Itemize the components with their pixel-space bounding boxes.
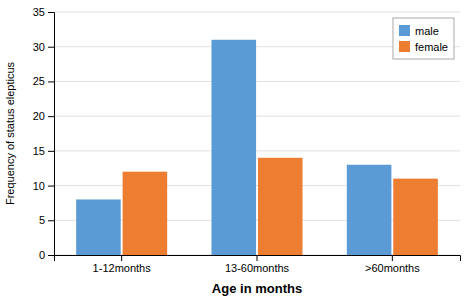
bars: [76, 40, 438, 255]
bar-series: [123, 158, 438, 255]
y-axis-title: Frequency of status elepticus: [4, 61, 16, 205]
y-tick: 0: [39, 249, 54, 261]
y-tick-mark: [48, 81, 54, 82]
y-tick-label: 30: [33, 41, 45, 53]
bar: [76, 199, 121, 255]
x-tick-label: 1-12months: [93, 262, 152, 274]
y-tick: 35: [33, 6, 54, 18]
grid-line: [54, 81, 460, 82]
bar: [258, 158, 303, 255]
grid-line: [54, 150, 460, 151]
legend-box: [393, 18, 454, 59]
plot-area: 1-12months 13-60months >60months 0 5 10 15 20 25…: [33, 6, 461, 274]
y-tick-label: 5: [39, 214, 45, 226]
x-tick-label: 13-60months: [225, 262, 290, 274]
x-axis-line: [55, 256, 461, 262]
y-tick: 5: [39, 214, 54, 226]
y-tick: 30: [33, 41, 54, 53]
bar-series: [76, 40, 391, 255]
x-axis: 1-12months 13-60months >60months: [55, 255, 461, 274]
legend-label: female: [415, 41, 448, 53]
x-axis-title: Age in months: [212, 281, 302, 296]
legend-label: male: [415, 25, 439, 37]
y-tick-mark: [48, 151, 54, 152]
bar: [347, 165, 392, 255]
legend: male female: [393, 18, 454, 59]
bar: [123, 172, 168, 255]
x-tick: 1-12months: [93, 255, 152, 274]
y-axis-line: [48, 13, 55, 256]
y-tick-mark: [48, 255, 54, 256]
y-tick-label: 0: [39, 249, 45, 261]
legend-swatch: [399, 25, 410, 36]
x-tick-label: >60months: [365, 262, 420, 274]
chart: 1-12months 13-60months >60months 0 5 10 15 20 25…: [0, 0, 474, 301]
y-tick-mark: [48, 116, 54, 117]
x-tick: >60months: [365, 255, 420, 274]
chart-container: 1-12months 13-60months >60months 0 5 10 15 20 25…: [0, 0, 474, 301]
grid: [54, 12, 460, 255]
y-tick-mark: [48, 47, 54, 48]
y-tick: 20: [33, 110, 54, 122]
y-tick-label: 15: [33, 145, 45, 157]
x-tick-mark: [121, 255, 122, 261]
x-tick-mark: [392, 255, 393, 261]
bar: [393, 179, 438, 255]
grid-line: [54, 116, 460, 117]
y-tick-mark: [48, 12, 54, 13]
y-tick-label: 20: [33, 110, 45, 122]
y-tick-label: 35: [33, 6, 45, 18]
y-tick-mark: [48, 220, 54, 221]
x-tick-mark: [257, 255, 258, 261]
grid-line: [54, 12, 460, 13]
y-tick-label: 25: [33, 75, 45, 87]
y-tick: 10: [33, 180, 54, 192]
legend-item: female: [399, 41, 448, 53]
y-tick-mark: [48, 186, 54, 187]
legend-swatch: [399, 41, 410, 52]
y-tick: 25: [33, 75, 54, 87]
y-tick-label: 10: [33, 180, 45, 192]
bar: [211, 40, 256, 255]
y-tick: 15: [33, 145, 54, 157]
legend-item: male: [399, 25, 439, 37]
y-axis: 0 5 10 15 20 25 30 35: [33, 6, 55, 261]
x-tick: 13-60months: [225, 255, 290, 274]
